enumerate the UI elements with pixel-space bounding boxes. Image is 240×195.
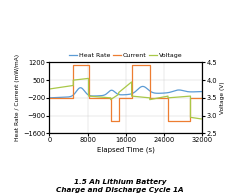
Heat Rate	[122, 94, 125, 96]
Y-axis label: Voltage (V): Voltage (V)	[220, 82, 225, 114]
Current	[148, 97, 151, 99]
Voltage	[48, 88, 51, 90]
Voltage	[167, 97, 169, 99]
Current	[130, 97, 133, 99]
Voltage	[148, 98, 151, 101]
Line: Heat Rate: Heat Rate	[49, 86, 202, 98]
Heat Rate	[197, 90, 199, 93]
Voltage	[72, 79, 75, 81]
Current	[130, 64, 133, 66]
Voltage	[189, 95, 192, 97]
Current	[109, 97, 112, 99]
Current	[201, 97, 204, 99]
Voltage	[117, 91, 120, 94]
Heat Rate	[197, 90, 199, 93]
Current	[148, 64, 151, 66]
Current	[87, 64, 90, 66]
Line: Voltage: Voltage	[49, 78, 202, 119]
Heat Rate	[201, 90, 204, 93]
Voltage	[109, 98, 112, 101]
Current	[87, 97, 90, 99]
Voltage	[148, 97, 151, 99]
Current	[72, 97, 75, 99]
Y-axis label: Heat Rate / Current (mW/mA): Heat Rate / Current (mW/mA)	[15, 54, 20, 141]
Current	[167, 97, 169, 99]
Heat Rate	[48, 97, 51, 99]
Voltage	[167, 95, 169, 97]
Current	[109, 120, 112, 122]
Current	[189, 120, 192, 122]
Current	[189, 97, 192, 99]
Current	[72, 64, 75, 66]
Voltage	[87, 95, 90, 97]
Voltage	[130, 95, 133, 97]
Legend: Heat Rate, Current, Voltage: Heat Rate, Current, Voltage	[67, 50, 185, 60]
Heat Rate	[141, 85, 144, 88]
Line: Current: Current	[49, 65, 202, 121]
Heat Rate	[168, 91, 171, 93]
Heat Rate	[118, 94, 121, 96]
Current	[167, 120, 169, 122]
Current	[117, 120, 120, 122]
Heat Rate	[56, 96, 59, 99]
Voltage	[117, 93, 120, 96]
Voltage	[201, 118, 204, 120]
Voltage	[189, 116, 192, 119]
Current	[117, 97, 120, 99]
Voltage	[130, 81, 133, 83]
Text: 1.5 Ah Lithium Battery
Charge and Discharge Cycle 1A: 1.5 Ah Lithium Battery Charge and Discha…	[56, 179, 184, 193]
Voltage	[109, 97, 112, 99]
Voltage	[72, 84, 75, 87]
X-axis label: Elapsed Time (s): Elapsed Time (s)	[97, 146, 155, 153]
Voltage	[87, 77, 90, 80]
Current	[48, 97, 51, 99]
